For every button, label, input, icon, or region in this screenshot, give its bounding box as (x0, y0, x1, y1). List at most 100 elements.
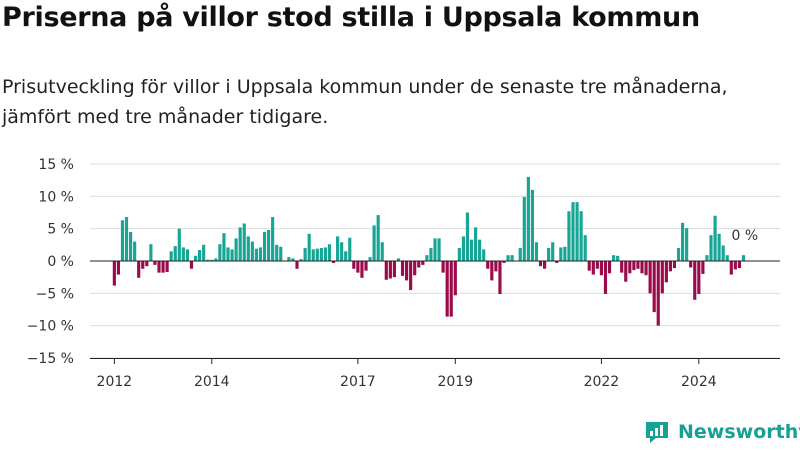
bar (226, 247, 230, 261)
bar (120, 220, 125, 261)
y-axis-ticks: 15 % 10 % 5 % 0 % −5 % −10 % −15 % (27, 157, 74, 367)
bar (193, 255, 198, 261)
bar (563, 246, 567, 261)
bar (547, 248, 551, 261)
bar (522, 196, 526, 261)
bar (271, 217, 275, 261)
bar (400, 261, 405, 276)
bar (721, 245, 725, 261)
bar (555, 261, 559, 263)
bar (291, 258, 295, 261)
bar (587, 261, 591, 271)
bar (262, 231, 267, 261)
bar (214, 258, 218, 261)
bar (336, 236, 340, 261)
bar (145, 261, 149, 267)
bar (685, 228, 689, 261)
bar (356, 261, 360, 273)
bar (449, 261, 453, 317)
bar (579, 211, 583, 261)
bar (612, 255, 616, 261)
bar (368, 257, 372, 261)
bar (421, 261, 425, 265)
bar (299, 259, 303, 261)
bar (169, 251, 173, 261)
bar (323, 247, 327, 261)
bar (733, 261, 737, 270)
y-tick-label: 5 % (47, 222, 74, 238)
bar (181, 247, 185, 261)
bar (157, 261, 161, 273)
bar (701, 261, 705, 274)
bar (551, 242, 555, 261)
bar (238, 227, 242, 261)
bar (518, 248, 522, 261)
bar (185, 249, 189, 261)
bar (660, 261, 664, 294)
x-tick-label: 2024 (681, 374, 717, 390)
x-tick-label: 2017 (340, 374, 376, 390)
bar (331, 261, 336, 263)
bar (543, 261, 547, 269)
bar (275, 244, 279, 261)
bar (372, 225, 376, 261)
bar (206, 259, 210, 261)
y-tick-label: 15 % (38, 157, 74, 173)
bar (384, 261, 388, 280)
bar (380, 242, 384, 261)
annotations: 0 % (731, 228, 758, 244)
bar (717, 233, 721, 261)
bar (709, 235, 713, 261)
bar (465, 212, 470, 261)
last-value-label: 0 % (731, 228, 758, 244)
bar (234, 238, 238, 261)
bar (457, 248, 461, 261)
bar (725, 255, 729, 261)
bar (112, 261, 116, 286)
bar (396, 258, 401, 261)
bar (567, 211, 571, 261)
bar (437, 238, 441, 261)
bar (173, 246, 177, 261)
bar (445, 261, 449, 317)
bar (267, 229, 271, 261)
bar (640, 261, 644, 274)
bar (498, 261, 502, 294)
bar (230, 249, 234, 261)
bar (713, 215, 717, 261)
bar (510, 255, 514, 261)
bar (474, 227, 478, 261)
bar (246, 236, 250, 261)
bar (133, 241, 137, 261)
bar (376, 215, 380, 261)
bar (530, 189, 534, 261)
bar (478, 239, 482, 261)
x-tick-label: 2012 (97, 374, 133, 390)
bar (202, 244, 206, 261)
bar (413, 261, 417, 276)
bar (664, 261, 668, 283)
bar (599, 261, 603, 276)
bar (559, 247, 563, 261)
bar (571, 202, 575, 261)
bar (165, 261, 169, 272)
bar (303, 248, 307, 261)
newsworthy-logo: Newsworthy (644, 418, 800, 446)
bar (242, 223, 246, 261)
bar (388, 261, 392, 279)
bar (632, 261, 636, 271)
bar (258, 247, 263, 261)
bar (575, 202, 579, 261)
bar (689, 261, 693, 268)
bar (311, 249, 315, 261)
chart-subtitle: Prisutveckling för villor i Uppsala komm… (2, 76, 728, 128)
bar (620, 261, 624, 273)
bar (453, 261, 457, 296)
bar (177, 228, 181, 261)
bar (149, 244, 153, 261)
bar (340, 242, 344, 261)
bar (729, 261, 733, 275)
bar (737, 261, 741, 269)
x-tick-label: 2022 (584, 374, 620, 390)
